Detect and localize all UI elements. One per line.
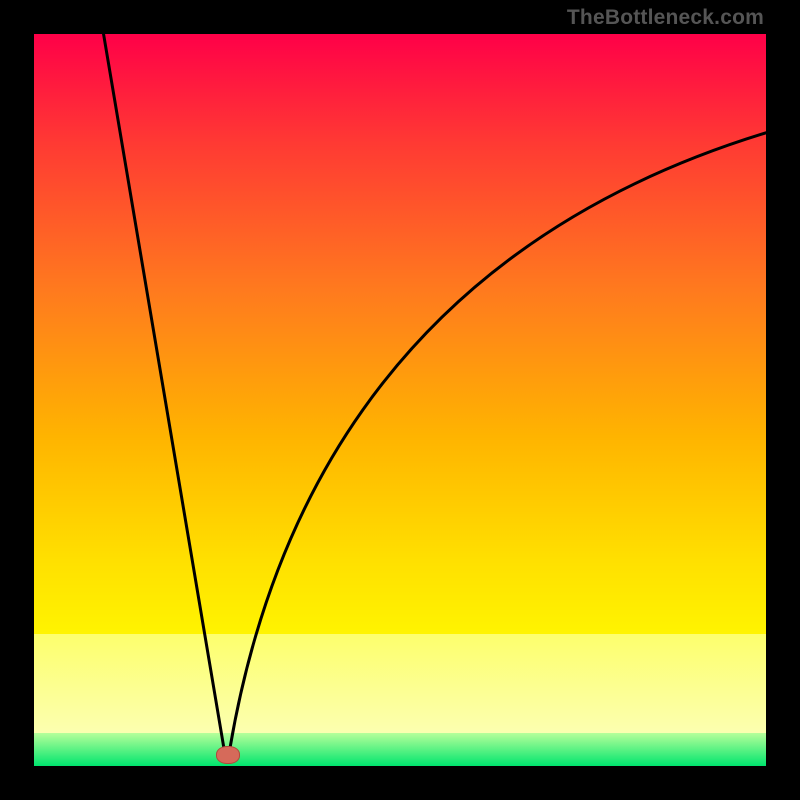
bottleneck-curve — [104, 34, 766, 750]
plot-area — [34, 34, 766, 766]
curve-svg — [34, 34, 766, 766]
watermark-text: TheBottleneck.com — [567, 6, 764, 30]
apex-marker — [216, 746, 240, 764]
